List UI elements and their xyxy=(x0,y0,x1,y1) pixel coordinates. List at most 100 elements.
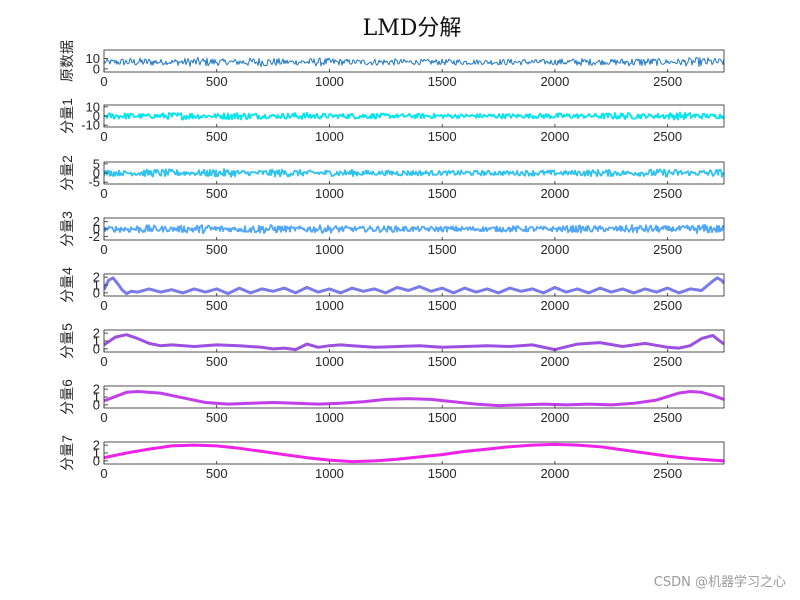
series-line xyxy=(104,390,724,408)
y-tick-label: 1 xyxy=(93,446,100,461)
y-tick-label: 5 xyxy=(93,156,100,171)
y-tick-label: 0 xyxy=(93,397,100,412)
x-tick-label: 2500 xyxy=(653,410,682,425)
y-axis-label: 分量3 xyxy=(59,211,75,247)
x-tick-label: 0 xyxy=(100,354,107,369)
y-axis-label: 分量4 xyxy=(59,267,75,303)
y-tick-label: -5 xyxy=(88,175,100,190)
x-tick-label: 1000 xyxy=(315,186,344,201)
x-tick-label: 2000 xyxy=(540,354,569,369)
y-tick-label: 0 xyxy=(93,453,100,468)
x-tick-label: 2500 xyxy=(653,466,682,481)
x-tick-label: 1500 xyxy=(428,74,457,89)
y-axis-label: 分量6 xyxy=(59,379,75,415)
y-tick-label: 10 xyxy=(86,51,100,66)
x-tick-label: 0 xyxy=(100,410,107,425)
x-tick-label: 2000 xyxy=(540,129,569,144)
chart-title: LMD分解 xyxy=(363,16,462,41)
x-tick-label: 2500 xyxy=(653,186,682,201)
watermark: CSDN @机器学习之心 xyxy=(653,575,786,590)
y-tick-label: 1 xyxy=(93,278,100,293)
x-tick-label: 1000 xyxy=(315,354,344,369)
x-tick-label: 500 xyxy=(206,466,228,481)
y-tick-label: 0 xyxy=(93,109,100,124)
series-line xyxy=(104,333,724,352)
y-tick-label: 2 xyxy=(93,438,100,453)
x-tick-label: 1000 xyxy=(315,410,344,425)
y-tick-label: -10 xyxy=(81,118,100,133)
x-tick-label: 1500 xyxy=(428,242,457,257)
series-line xyxy=(104,168,724,178)
x-tick-label: 1500 xyxy=(428,129,457,144)
series-line xyxy=(104,442,724,464)
x-tick-label: 500 xyxy=(206,354,228,369)
axes-frame xyxy=(103,329,725,353)
y-tick-label: 0 xyxy=(93,285,100,300)
x-tick-label: 2500 xyxy=(653,74,682,89)
x-tick-label: 1000 xyxy=(315,242,344,257)
y-tick-label: 1 xyxy=(93,334,100,349)
x-tick-label: 1000 xyxy=(315,74,344,89)
series-line xyxy=(104,276,724,296)
y-tick-label: -2 xyxy=(88,229,100,244)
x-tick-label: 2500 xyxy=(653,129,682,144)
x-tick-label: 500 xyxy=(206,242,228,257)
x-tick-label: 1000 xyxy=(315,298,344,313)
y-axis-label: 原数据 xyxy=(59,40,75,82)
series-line xyxy=(104,223,724,235)
y-tick-label: 2 xyxy=(93,382,100,397)
x-tick-label: 1000 xyxy=(315,466,344,481)
series-line xyxy=(104,56,724,68)
x-tick-label: 2500 xyxy=(653,354,682,369)
y-tick-label: 1 xyxy=(93,390,100,405)
x-tick-label: 1500 xyxy=(428,186,457,201)
x-tick-label: 2000 xyxy=(540,242,569,257)
y-axis-label: 分量7 xyxy=(59,435,75,471)
x-tick-label: 2000 xyxy=(540,298,569,313)
y-axis-label: 分量1 xyxy=(59,98,75,134)
y-axis-label: 分量5 xyxy=(59,323,75,359)
x-tick-label: 500 xyxy=(206,410,228,425)
x-tick-label: 1500 xyxy=(428,354,457,369)
x-tick-label: 1500 xyxy=(428,466,457,481)
x-tick-label: 1000 xyxy=(315,129,344,144)
x-tick-label: 1500 xyxy=(428,410,457,425)
x-tick-label: 0 xyxy=(100,129,107,144)
x-tick-label: 500 xyxy=(206,298,228,313)
y-tick-label: 2 xyxy=(93,326,100,341)
x-tick-label: 2000 xyxy=(540,186,569,201)
y-axis-label: 分量2 xyxy=(59,155,75,191)
x-tick-label: 500 xyxy=(206,186,228,201)
series-line xyxy=(104,111,724,121)
y-tick-label: 0 xyxy=(93,341,100,356)
x-tick-label: 2000 xyxy=(540,74,569,89)
axes-frame xyxy=(103,49,725,73)
x-tick-label: 2500 xyxy=(653,242,682,257)
x-tick-label: 0 xyxy=(100,242,107,257)
x-tick-label: 2000 xyxy=(540,466,569,481)
y-tick-label: 10 xyxy=(86,99,100,114)
y-tick-label: 0 xyxy=(93,222,100,237)
x-tick-label: 0 xyxy=(100,186,107,201)
y-tick-label: 2 xyxy=(93,214,100,229)
x-tick-label: 500 xyxy=(206,129,228,144)
y-tick-label: 2 xyxy=(93,270,100,285)
x-tick-label: 2500 xyxy=(653,298,682,313)
x-tick-label: 500 xyxy=(206,74,228,89)
x-tick-label: 0 xyxy=(100,466,107,481)
x-tick-label: 2000 xyxy=(540,410,569,425)
y-tick-label: 0 xyxy=(93,61,100,76)
y-tick-label: 0 xyxy=(93,166,100,181)
x-tick-label: 0 xyxy=(100,298,107,313)
x-tick-label: 1500 xyxy=(428,298,457,313)
x-tick-label: 0 xyxy=(100,74,107,89)
